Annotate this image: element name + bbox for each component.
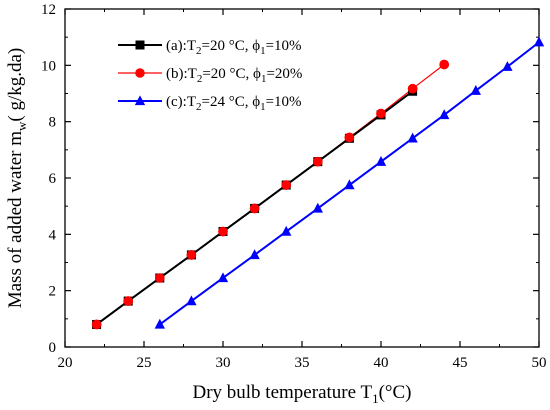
legend-marker [135,68,145,78]
x-tick-label: 45 [453,355,468,371]
data-point [533,36,545,47]
legend-label: (b):T2=20 °C, ϕ1=20% [166,66,302,85]
legend-entry: (b):T2=20 °C, ϕ1=20% [118,66,302,85]
x-axis-title: Dry bulb temperature T1(°C) [192,382,411,406]
y-tick-label: 6 [49,171,57,187]
legend-entry: (c):T2=24 °C, ϕ1=10% [118,94,302,113]
data-point [249,249,260,260]
data-point [502,61,513,71]
y-tick-label: 4 [49,227,57,243]
data-point [407,132,418,143]
legend-label: (a):T2=20 °C, ϕ1=10% [166,38,302,57]
data-point [470,85,481,95]
series-c [154,36,545,329]
x-tick-label: 20 [58,355,73,371]
x-tick-label: 40 [374,355,389,371]
data-point [281,225,292,236]
y-axis-title: Mass of added water mw( g/kg.da) [5,48,29,309]
data-point [249,203,260,214]
legend-label: (c):T2=24 °C, ϕ1=10% [166,94,302,113]
data-point [218,226,228,237]
legend-entry: (a):T2=20 °C, ϕ1=10% [118,38,302,57]
y-tick-label: 8 [49,115,57,131]
y-tick-label: 10 [41,58,56,74]
data-point [186,295,197,306]
axis-ticks: 20 25 30 35 40 45 50 0 2 4 6 8 10 12 [41,2,547,371]
series-layer [91,36,545,330]
data-point [154,318,165,329]
legend-marker [134,95,146,106]
legend-marker [135,40,145,50]
series-a-overlay [91,59,450,330]
legend: (a):T2=20 °C, ϕ1=10% (b):T2=20 °C, ϕ1=20%… [118,38,302,113]
x-tick-label: 30 [216,355,231,371]
data-point [217,272,229,283]
data-point [186,250,197,260]
data-point [155,273,165,283]
y-tick-label: 2 [49,284,57,300]
data-point [281,180,292,190]
y-tick-label: 12 [41,2,56,18]
data-point [376,108,386,119]
x-tick-label: 25 [137,355,152,371]
x-tick-label: 35 [295,355,310,371]
data-point [344,132,355,143]
data-point [344,179,355,190]
data-point [313,156,323,167]
data-point [439,109,450,120]
data-point [439,59,450,70]
data-point [91,319,102,330]
x-tick-label: 50 [532,355,547,371]
data-point [123,296,133,306]
y-tick-label: 0 [49,340,57,356]
data-point [407,83,418,94]
data-point [375,155,387,166]
data-point [312,202,323,213]
